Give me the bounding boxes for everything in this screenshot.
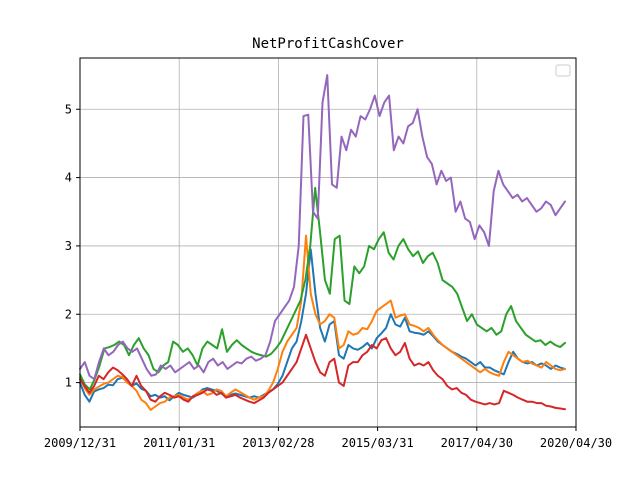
plot-series <box>79 74 566 411</box>
series-line-1 <box>79 248 566 403</box>
plot-frame <box>79 57 577 428</box>
series-line-3 <box>79 186 566 391</box>
x-tick-label: 2017/04/30 <box>441 436 513 450</box>
series-line-4 <box>79 333 566 411</box>
x-tick-label: 2015/03/31 <box>341 436 413 450</box>
y-axis: 1 2 3 4 5 <box>65 102 80 390</box>
x-tick-label: 2009/12/31 <box>44 436 116 450</box>
legend-box <box>555 64 571 77</box>
series-line-2 <box>79 234 566 411</box>
y-tick-label: 3 <box>65 239 72 253</box>
x-axis: 2009/12/31 2011/01/31 2013/02/28 2015/03/31… <box>44 427 612 450</box>
x-tick-label: 2013/02/28 <box>242 436 314 450</box>
chart-title: NetProfitCashCover <box>252 36 404 52</box>
y-tick-label: 5 <box>65 102 72 116</box>
x-tick-label: 2011/01/31 <box>143 436 215 450</box>
x-tick-label: 2020/04/30 <box>540 436 612 450</box>
y-tick-label: 4 <box>65 171 72 185</box>
y-tick-label: 2 <box>65 307 72 321</box>
y-tick-label: 1 <box>65 376 72 390</box>
series-line-5 <box>79 74 566 381</box>
